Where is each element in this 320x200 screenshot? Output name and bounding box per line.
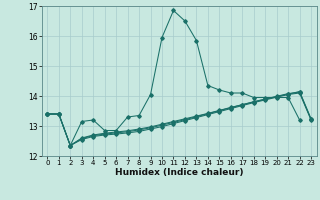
- X-axis label: Humidex (Indice chaleur): Humidex (Indice chaleur): [115, 168, 244, 177]
